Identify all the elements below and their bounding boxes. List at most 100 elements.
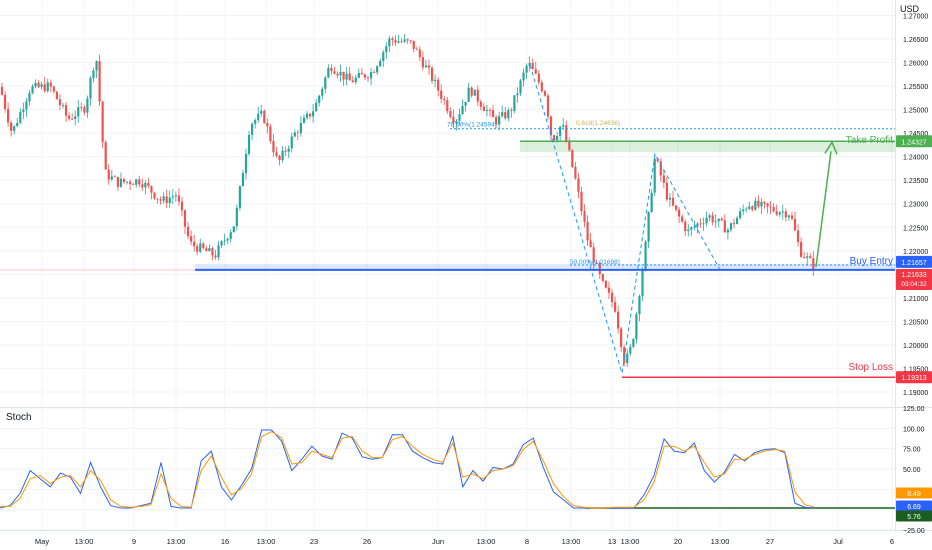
trade-levels (195, 64, 895, 378)
candle-body (540, 82, 543, 92)
candle-body (665, 182, 668, 200)
candle-body (653, 158, 656, 193)
price-tick-label: 1.21000 (903, 296, 928, 303)
candle-body (366, 77, 370, 79)
candle-body (735, 218, 739, 225)
time-tick-label: 13:00 (75, 537, 94, 546)
stop-loss-price: 1.19313 (901, 375, 926, 382)
axes: USD Stoch 1.27000 1.26500 1.26000 1.25500 1.… (6, 4, 928, 546)
candle-body (397, 41, 400, 43)
stoch-value-2: 5.76 (907, 514, 921, 521)
candle-body (363, 74, 367, 78)
candle-body (519, 80, 522, 94)
candle-body (455, 120, 458, 124)
candle-body (125, 181, 129, 183)
time-tick-label: 20 (674, 537, 682, 546)
stoch-title: Stoch (6, 412, 32, 423)
candle-body (488, 110, 492, 111)
annotation-labels: Take Profit Buy Entry Stop Loss (846, 135, 893, 373)
candle-body (165, 196, 168, 203)
candle-body (650, 192, 653, 213)
buy-entry-price-bg (896, 255, 932, 268)
candle-body (28, 93, 31, 102)
candle-body (217, 245, 220, 258)
candle-body (10, 122, 13, 131)
price-tick-label: 1.27000 (903, 14, 928, 21)
candle-body (498, 116, 501, 125)
price-tick-label: 1.22500 (903, 225, 928, 232)
candle-body (662, 175, 665, 183)
candle-body (269, 126, 272, 142)
candle-body (244, 153, 248, 174)
candle-body (388, 38, 391, 47)
candle-body (369, 72, 373, 79)
candle-body (113, 176, 116, 178)
buy-entry-zone (195, 263, 895, 270)
candle-body (324, 77, 327, 89)
candle-body (412, 40, 415, 49)
candle-body (613, 302, 617, 312)
price-tick-label: 1.23500 (903, 178, 928, 185)
candle-body (49, 82, 52, 87)
candle-body (705, 217, 708, 224)
candle-body (174, 195, 177, 197)
candle-body (327, 67, 330, 78)
candle-body (772, 207, 775, 212)
candle-body (681, 216, 684, 222)
candle-body (205, 248, 208, 252)
candle-body (278, 155, 281, 161)
buy-entry-label: Buy Entry (850, 256, 893, 267)
price-tick-label: 1.26000 (903, 61, 928, 68)
candle-body (635, 314, 638, 340)
time-tick-label: 13:00 (711, 537, 730, 546)
candle-body (34, 82, 37, 87)
candle-body (534, 69, 537, 74)
time-tick-label: 13:00 (477, 537, 496, 546)
candle-body (147, 182, 150, 187)
candle-body (95, 61, 98, 71)
candle-body (742, 209, 745, 212)
candle-body (531, 62, 534, 70)
candle-body (723, 220, 726, 233)
candle-body (528, 62, 531, 66)
candle-body (732, 223, 736, 225)
candle-body (787, 215, 790, 218)
candle-body (458, 114, 461, 121)
candle-body (25, 101, 28, 110)
candle-body (580, 191, 583, 212)
candle-body (19, 111, 22, 123)
time-tick-label: 8 (525, 537, 529, 546)
time-tick-label: 16 (221, 537, 229, 546)
candle-body (482, 106, 485, 111)
candle-body (31, 86, 34, 94)
candle-body (757, 200, 760, 207)
time-tick-label: 13:00 (167, 537, 186, 546)
price-tick-label: 1.26500 (903, 37, 928, 44)
candle-body (452, 116, 455, 124)
candle-body (71, 118, 74, 120)
candle-body (156, 198, 159, 200)
candle-body (52, 86, 55, 92)
candle-body (321, 88, 324, 96)
candle-body (211, 248, 214, 256)
fib-label: 78.60%(1.24594) (447, 122, 497, 129)
candle-body (354, 77, 357, 83)
stoch-line-d (0, 431, 816, 509)
candle-body (193, 241, 196, 247)
stoch-tick-label: −25.00 (903, 528, 925, 535)
candle-body (385, 46, 388, 53)
candle-body (64, 105, 68, 116)
stoch-pane (0, 429, 895, 509)
time-tick-label: Jun (432, 537, 444, 546)
candle-body (348, 73, 351, 81)
candle-body (92, 70, 95, 79)
candle-body (260, 110, 263, 114)
candle-body (22, 109, 25, 112)
candle-body (739, 211, 742, 219)
candle-body (592, 247, 595, 263)
candle-body (357, 72, 360, 78)
candle-body (440, 90, 443, 99)
candle-body (513, 95, 516, 111)
candle-body (3, 94, 7, 110)
